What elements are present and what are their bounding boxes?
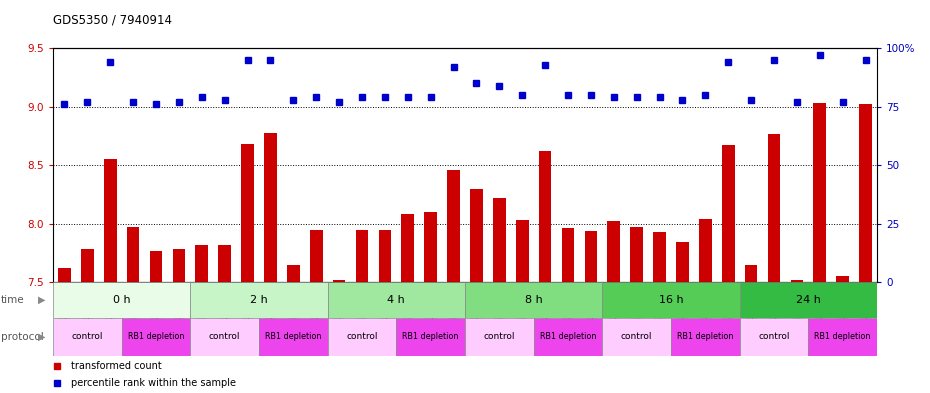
- Bar: [104, 160, 116, 282]
- Bar: [424, 212, 437, 282]
- Bar: [603, 282, 739, 318]
- Text: GDS5350 / 7940914: GDS5350 / 7940914: [53, 14, 172, 27]
- Bar: [259, 318, 327, 356]
- Bar: [607, 221, 620, 282]
- Bar: [676, 242, 689, 282]
- Text: 16 h: 16 h: [658, 295, 684, 305]
- Bar: [739, 282, 877, 318]
- Text: RB1 depletion: RB1 depletion: [677, 332, 734, 342]
- Bar: [81, 250, 94, 282]
- Bar: [836, 276, 849, 282]
- Text: 4 h: 4 h: [388, 295, 405, 305]
- Text: control: control: [621, 332, 653, 342]
- Text: control: control: [758, 332, 790, 342]
- Text: time: time: [1, 295, 24, 305]
- Bar: [59, 268, 71, 282]
- Text: control: control: [346, 332, 378, 342]
- Bar: [767, 134, 780, 282]
- Text: RB1 depletion: RB1 depletion: [127, 332, 184, 342]
- Bar: [287, 264, 299, 282]
- Bar: [379, 230, 392, 282]
- Bar: [150, 251, 163, 282]
- Text: percentile rank within the sample: percentile rank within the sample: [71, 378, 236, 387]
- Bar: [126, 227, 140, 282]
- Bar: [493, 198, 506, 282]
- Bar: [465, 282, 603, 318]
- Bar: [327, 282, 465, 318]
- Text: transformed count: transformed count: [71, 361, 162, 371]
- Text: 0 h: 0 h: [113, 295, 130, 305]
- Text: RB1 depletion: RB1 depletion: [403, 332, 458, 342]
- Bar: [122, 318, 191, 356]
- Bar: [671, 318, 739, 356]
- Text: ▶: ▶: [38, 332, 46, 342]
- Bar: [790, 280, 804, 282]
- Text: ▶: ▶: [38, 295, 46, 305]
- Text: control: control: [72, 332, 103, 342]
- Bar: [745, 264, 757, 282]
- Bar: [538, 151, 551, 282]
- Bar: [631, 227, 643, 282]
- Bar: [219, 245, 231, 282]
- Bar: [241, 144, 254, 282]
- Bar: [191, 282, 327, 318]
- Bar: [195, 245, 208, 282]
- Bar: [310, 230, 323, 282]
- Bar: [53, 282, 191, 318]
- Text: control: control: [209, 332, 241, 342]
- Bar: [471, 189, 483, 282]
- Text: 8 h: 8 h: [525, 295, 542, 305]
- Bar: [653, 232, 666, 282]
- Bar: [585, 231, 597, 282]
- Bar: [516, 220, 528, 282]
- Bar: [808, 318, 877, 356]
- Bar: [355, 230, 368, 282]
- Bar: [465, 318, 534, 356]
- Bar: [53, 318, 122, 356]
- Bar: [447, 170, 459, 282]
- Text: RB1 depletion: RB1 depletion: [265, 332, 322, 342]
- Bar: [699, 219, 711, 282]
- Bar: [333, 280, 345, 282]
- Bar: [327, 318, 396, 356]
- Bar: [396, 318, 465, 356]
- Bar: [191, 318, 259, 356]
- Bar: [534, 318, 603, 356]
- Text: RB1 depletion: RB1 depletion: [539, 332, 596, 342]
- Text: 24 h: 24 h: [796, 295, 821, 305]
- Bar: [562, 228, 575, 282]
- Text: 2 h: 2 h: [250, 295, 268, 305]
- Bar: [739, 318, 808, 356]
- Bar: [173, 250, 185, 282]
- Text: protocol: protocol: [1, 332, 44, 342]
- Text: RB1 depletion: RB1 depletion: [815, 332, 870, 342]
- Bar: [264, 132, 277, 282]
- Bar: [859, 105, 871, 282]
- Text: control: control: [484, 332, 515, 342]
- Bar: [402, 214, 414, 282]
- Bar: [814, 103, 826, 282]
- Bar: [603, 318, 671, 356]
- Bar: [722, 145, 735, 282]
